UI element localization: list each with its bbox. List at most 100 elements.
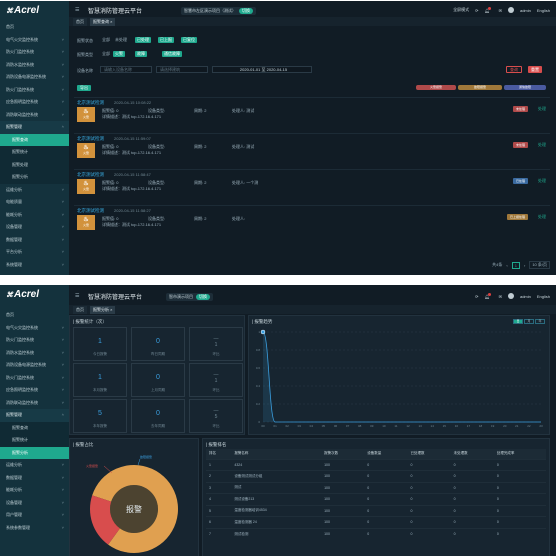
search-button[interactable]: 查询 bbox=[506, 66, 522, 73]
search-label: 设备名称 bbox=[77, 68, 93, 73]
pager-size-select[interactable]: 10 条/页 bbox=[529, 261, 550, 269]
mode-month-button[interactable]: 月 bbox=[524, 319, 534, 324]
pager-prev-icon[interactable]: ‹ bbox=[506, 262, 508, 268]
sidebar-item[interactable]: 防火门监控系统 ˅ bbox=[0, 334, 69, 347]
sidebar-item[interactable]: 电气火灾监控系统 ˅ bbox=[0, 322, 69, 335]
sidebar-item[interactable]: 数据管理 ˅ bbox=[0, 234, 69, 247]
message-icon[interactable]: ✉ bbox=[498, 7, 502, 13]
sidebar-item[interactable]: 电气火灾监控系统 ˅ bbox=[0, 34, 69, 47]
sidebar-item[interactable]: 消防联动监控系统 ˅ bbox=[0, 397, 69, 410]
sidebar-item[interactable]: 报警查询 bbox=[0, 421, 69, 434]
tab-alarm-query[interactable]: 报警查询 × bbox=[90, 17, 116, 26]
sidebar-item[interactable]: 应急照明监控系统 ˅ bbox=[0, 384, 69, 397]
tab-home[interactable]: 首页 bbox=[73, 305, 87, 314]
pager-page[interactable]: 1 bbox=[511, 261, 520, 269]
date-range-picker[interactable]: 2020-01-01 至 2020-04-15 bbox=[212, 66, 312, 73]
sidebar-item[interactable]: 报警处理 bbox=[0, 158, 69, 171]
avatar[interactable] bbox=[507, 293, 514, 299]
project-selector[interactable]: 智慧市左区演示项目（测试） 切换 bbox=[181, 7, 256, 15]
chevron-icon: ˅ bbox=[61, 86, 64, 92]
status-filter-handled[interactable]: 已处理 bbox=[135, 37, 151, 43]
switch-project-button[interactable]: 切换 bbox=[239, 8, 253, 14]
sidebar-item[interactable]: 报警管理 ˄ bbox=[0, 121, 69, 134]
sidebar-item[interactable]: 运维分析 ˅ bbox=[0, 459, 69, 472]
status-filter-reset[interactable]: 已复位 bbox=[181, 37, 197, 43]
sidebar-item[interactable]: 消防水监控系统 ˅ bbox=[0, 347, 69, 360]
sidebar-item[interactable]: 消防水监控系统 ˅ bbox=[0, 59, 69, 72]
sidebar-item[interactable]: 系统管理 ˅ bbox=[0, 259, 69, 272]
pager-next-icon[interactable]: › bbox=[523, 262, 526, 268]
sidebar-item[interactable]: 消防联动监控系统 ˅ bbox=[0, 109, 69, 122]
stat-value: 0 bbox=[156, 374, 160, 381]
tab-home[interactable]: 首页 bbox=[73, 17, 87, 26]
pie-leader-line bbox=[137, 458, 141, 466]
menu-toggle-icon[interactable]: ☰ bbox=[75, 7, 80, 13]
chevron-icon: ˅ bbox=[61, 236, 64, 242]
bell-icon[interactable]: 🔔︎ bbox=[484, 6, 491, 13]
menu-toggle-icon[interactable]: ☰ bbox=[75, 293, 80, 299]
fullscreen-toggle[interactable]: 全屏模式 bbox=[453, 7, 470, 12]
message-icon[interactable]: ✉ bbox=[498, 293, 502, 299]
sidebar-item[interactable]: 用户管理 ˅ bbox=[0, 509, 69, 522]
sidebar-item[interactable]: 报警统计 bbox=[0, 434, 69, 447]
avatar[interactable] bbox=[507, 7, 514, 13]
sidebar-item[interactable]: 防火门监控系统 ˅ bbox=[0, 46, 69, 59]
device-name-input[interactable]: 请输入设备名称 bbox=[100, 66, 152, 73]
mode-day-button[interactable]: 日 bbox=[513, 319, 523, 324]
sidebar-item[interactable]: 首页 bbox=[0, 21, 69, 34]
type-filter-comm[interactable]: 通信故障 bbox=[162, 51, 182, 57]
type-filter-fire[interactable]: 火警 bbox=[113, 51, 125, 57]
alarm-title[interactable]: 北京测试检测 bbox=[77, 208, 104, 213]
sidebar-item[interactable]: 首页 bbox=[0, 309, 69, 322]
sidebar-item[interactable]: 能耗分析 ˅ bbox=[0, 484, 69, 497]
switch-project-button[interactable]: 切换 bbox=[196, 294, 210, 300]
table-row: 2 设备测试测试分组 100 0 0 0 0 bbox=[206, 470, 546, 482]
tab-alarm-analysis[interactable]: 报警分析 × bbox=[90, 305, 116, 314]
alarm-title[interactable]: 北京测试检测 bbox=[77, 136, 104, 141]
status-filter-reported[interactable]: 已上报 bbox=[158, 37, 174, 43]
refresh-icon[interactable]: ⟳ bbox=[475, 293, 479, 299]
mode-year-button[interactable]: 年 bbox=[535, 319, 545, 324]
sidebar-item[interactable]: 报警查询 bbox=[0, 133, 69, 146]
sidebar-item[interactable]: 数据管理 ˅ bbox=[0, 472, 69, 485]
user-name[interactable]: admin bbox=[519, 293, 531, 299]
sidebar-item[interactable]: 报警统计 bbox=[0, 146, 69, 159]
sidebar-item[interactable]: 应急照明监控系统 ˅ bbox=[0, 96, 69, 109]
status-filter-all[interactable]: 全部 bbox=[102, 37, 110, 42]
sidebar-item[interactable]: 平台分析 ˅ bbox=[0, 246, 69, 259]
sidebar-item[interactable]: 防火门监控系统 ˅ bbox=[0, 84, 69, 97]
export-button[interactable]: 导出 bbox=[77, 85, 91, 91]
chevron-icon: ˅ bbox=[61, 224, 64, 229]
sidebar-item[interactable]: 系统参数管理 ˅ bbox=[0, 522, 69, 535]
sidebar-item[interactable]: 运维分析 ˅ bbox=[0, 184, 69, 197]
language-switch[interactable]: English bbox=[536, 293, 550, 299]
trend-panel: | 报警趋势 日 月 年 0 0.2 0.4 0.6 0.8 1 00 01 02 03 04 05 0… bbox=[248, 315, 550, 435]
sidebar-item[interactable]: 消防设备电源监控系统 ˅ bbox=[0, 359, 69, 372]
handle-button[interactable]: 处理 bbox=[538, 142, 546, 147]
sidebar-item[interactable]: 能耗分析 ˅ bbox=[0, 209, 69, 222]
alarm-title[interactable]: 北京测试检测 bbox=[77, 172, 104, 177]
sidebar-item[interactable]: 电能质量 ˅ bbox=[0, 196, 69, 209]
handle-button[interactable]: 处理 bbox=[538, 214, 546, 219]
language-switch[interactable]: English bbox=[536, 7, 550, 13]
sidebar-item[interactable]: 报警管理 ˄ bbox=[0, 409, 69, 422]
status-filter-unhandled[interactable]: 未处理 bbox=[115, 37, 127, 42]
sidebar-item[interactable]: 设备管理 ˅ bbox=[0, 221, 69, 234]
type-filter-all[interactable]: 全部 bbox=[102, 51, 110, 56]
sidebar-item[interactable]: 报警分析 bbox=[0, 446, 69, 459]
bell-icon[interactable]: 🔔︎ bbox=[484, 292, 491, 299]
sidebar-item[interactable]: 报警分析 bbox=[0, 171, 69, 184]
handle-button[interactable]: 处理 bbox=[538, 178, 546, 183]
alarm-field: 处理人: 测试 bbox=[232, 144, 255, 149]
sidebar-item[interactable]: 消防设备电源监控系统 ˅ bbox=[0, 71, 69, 84]
user-name[interactable]: admin bbox=[519, 7, 531, 13]
alarm-title[interactable]: 北京测试检测 bbox=[77, 100, 104, 105]
reset-button[interactable]: 重置 bbox=[528, 66, 542, 73]
type-filter-fault[interactable]: 故障 bbox=[135, 51, 147, 57]
sidebar-item[interactable]: 防火门监控系统 ˅ bbox=[0, 372, 69, 385]
project-selector[interactable]: 智市演示项目 切换 bbox=[166, 293, 213, 301]
handle-button[interactable]: 处理 bbox=[538, 106, 546, 111]
refresh-icon[interactable]: ⟳ bbox=[475, 7, 479, 13]
sidebar-item[interactable]: 设备管理 ˅ bbox=[0, 497, 69, 510]
building-select[interactable]: 请选择建筑 bbox=[156, 66, 208, 73]
